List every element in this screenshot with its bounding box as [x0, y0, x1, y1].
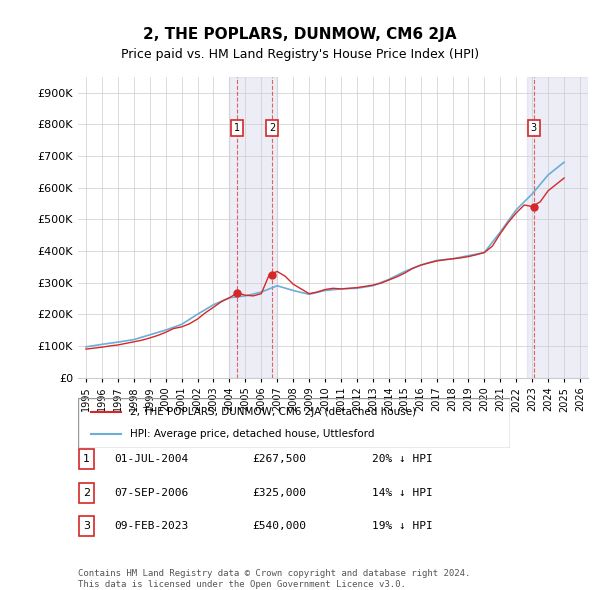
Text: 3: 3	[531, 123, 537, 133]
Text: 07-SEP-2006: 07-SEP-2006	[114, 488, 188, 497]
Text: 1: 1	[83, 454, 90, 464]
Text: 3: 3	[83, 522, 90, 531]
Text: Contains HM Land Registry data © Crown copyright and database right 2024.
This d: Contains HM Land Registry data © Crown c…	[78, 569, 470, 589]
Text: 01-JUL-2004: 01-JUL-2004	[114, 454, 188, 464]
Text: 2: 2	[83, 488, 90, 497]
Text: 09-FEB-2023: 09-FEB-2023	[114, 522, 188, 531]
Text: 2: 2	[269, 123, 275, 133]
Text: £267,500: £267,500	[252, 454, 306, 464]
Bar	[527, 77, 588, 378]
Text: 2, THE POPLARS, DUNMOW, CM6 2JA (detached house): 2, THE POPLARS, DUNMOW, CM6 2JA (detache…	[130, 407, 416, 417]
Text: £540,000: £540,000	[252, 522, 306, 531]
Text: 19% ↓ HPI: 19% ↓ HPI	[372, 522, 433, 531]
Text: 1: 1	[235, 123, 241, 133]
Text: Price paid vs. HM Land Registry's House Price Index (HPI): Price paid vs. HM Land Registry's House …	[121, 48, 479, 61]
Text: HPI: Average price, detached house, Uttlesford: HPI: Average price, detached house, Uttl…	[130, 430, 374, 440]
Text: 2, THE POPLARS, DUNMOW, CM6 2JA: 2, THE POPLARS, DUNMOW, CM6 2JA	[143, 27, 457, 41]
Text: 14% ↓ HPI: 14% ↓ HPI	[372, 488, 433, 497]
Text: £325,000: £325,000	[252, 488, 306, 497]
Bar	[229, 77, 277, 378]
Text: 20% ↓ HPI: 20% ↓ HPI	[372, 454, 433, 464]
